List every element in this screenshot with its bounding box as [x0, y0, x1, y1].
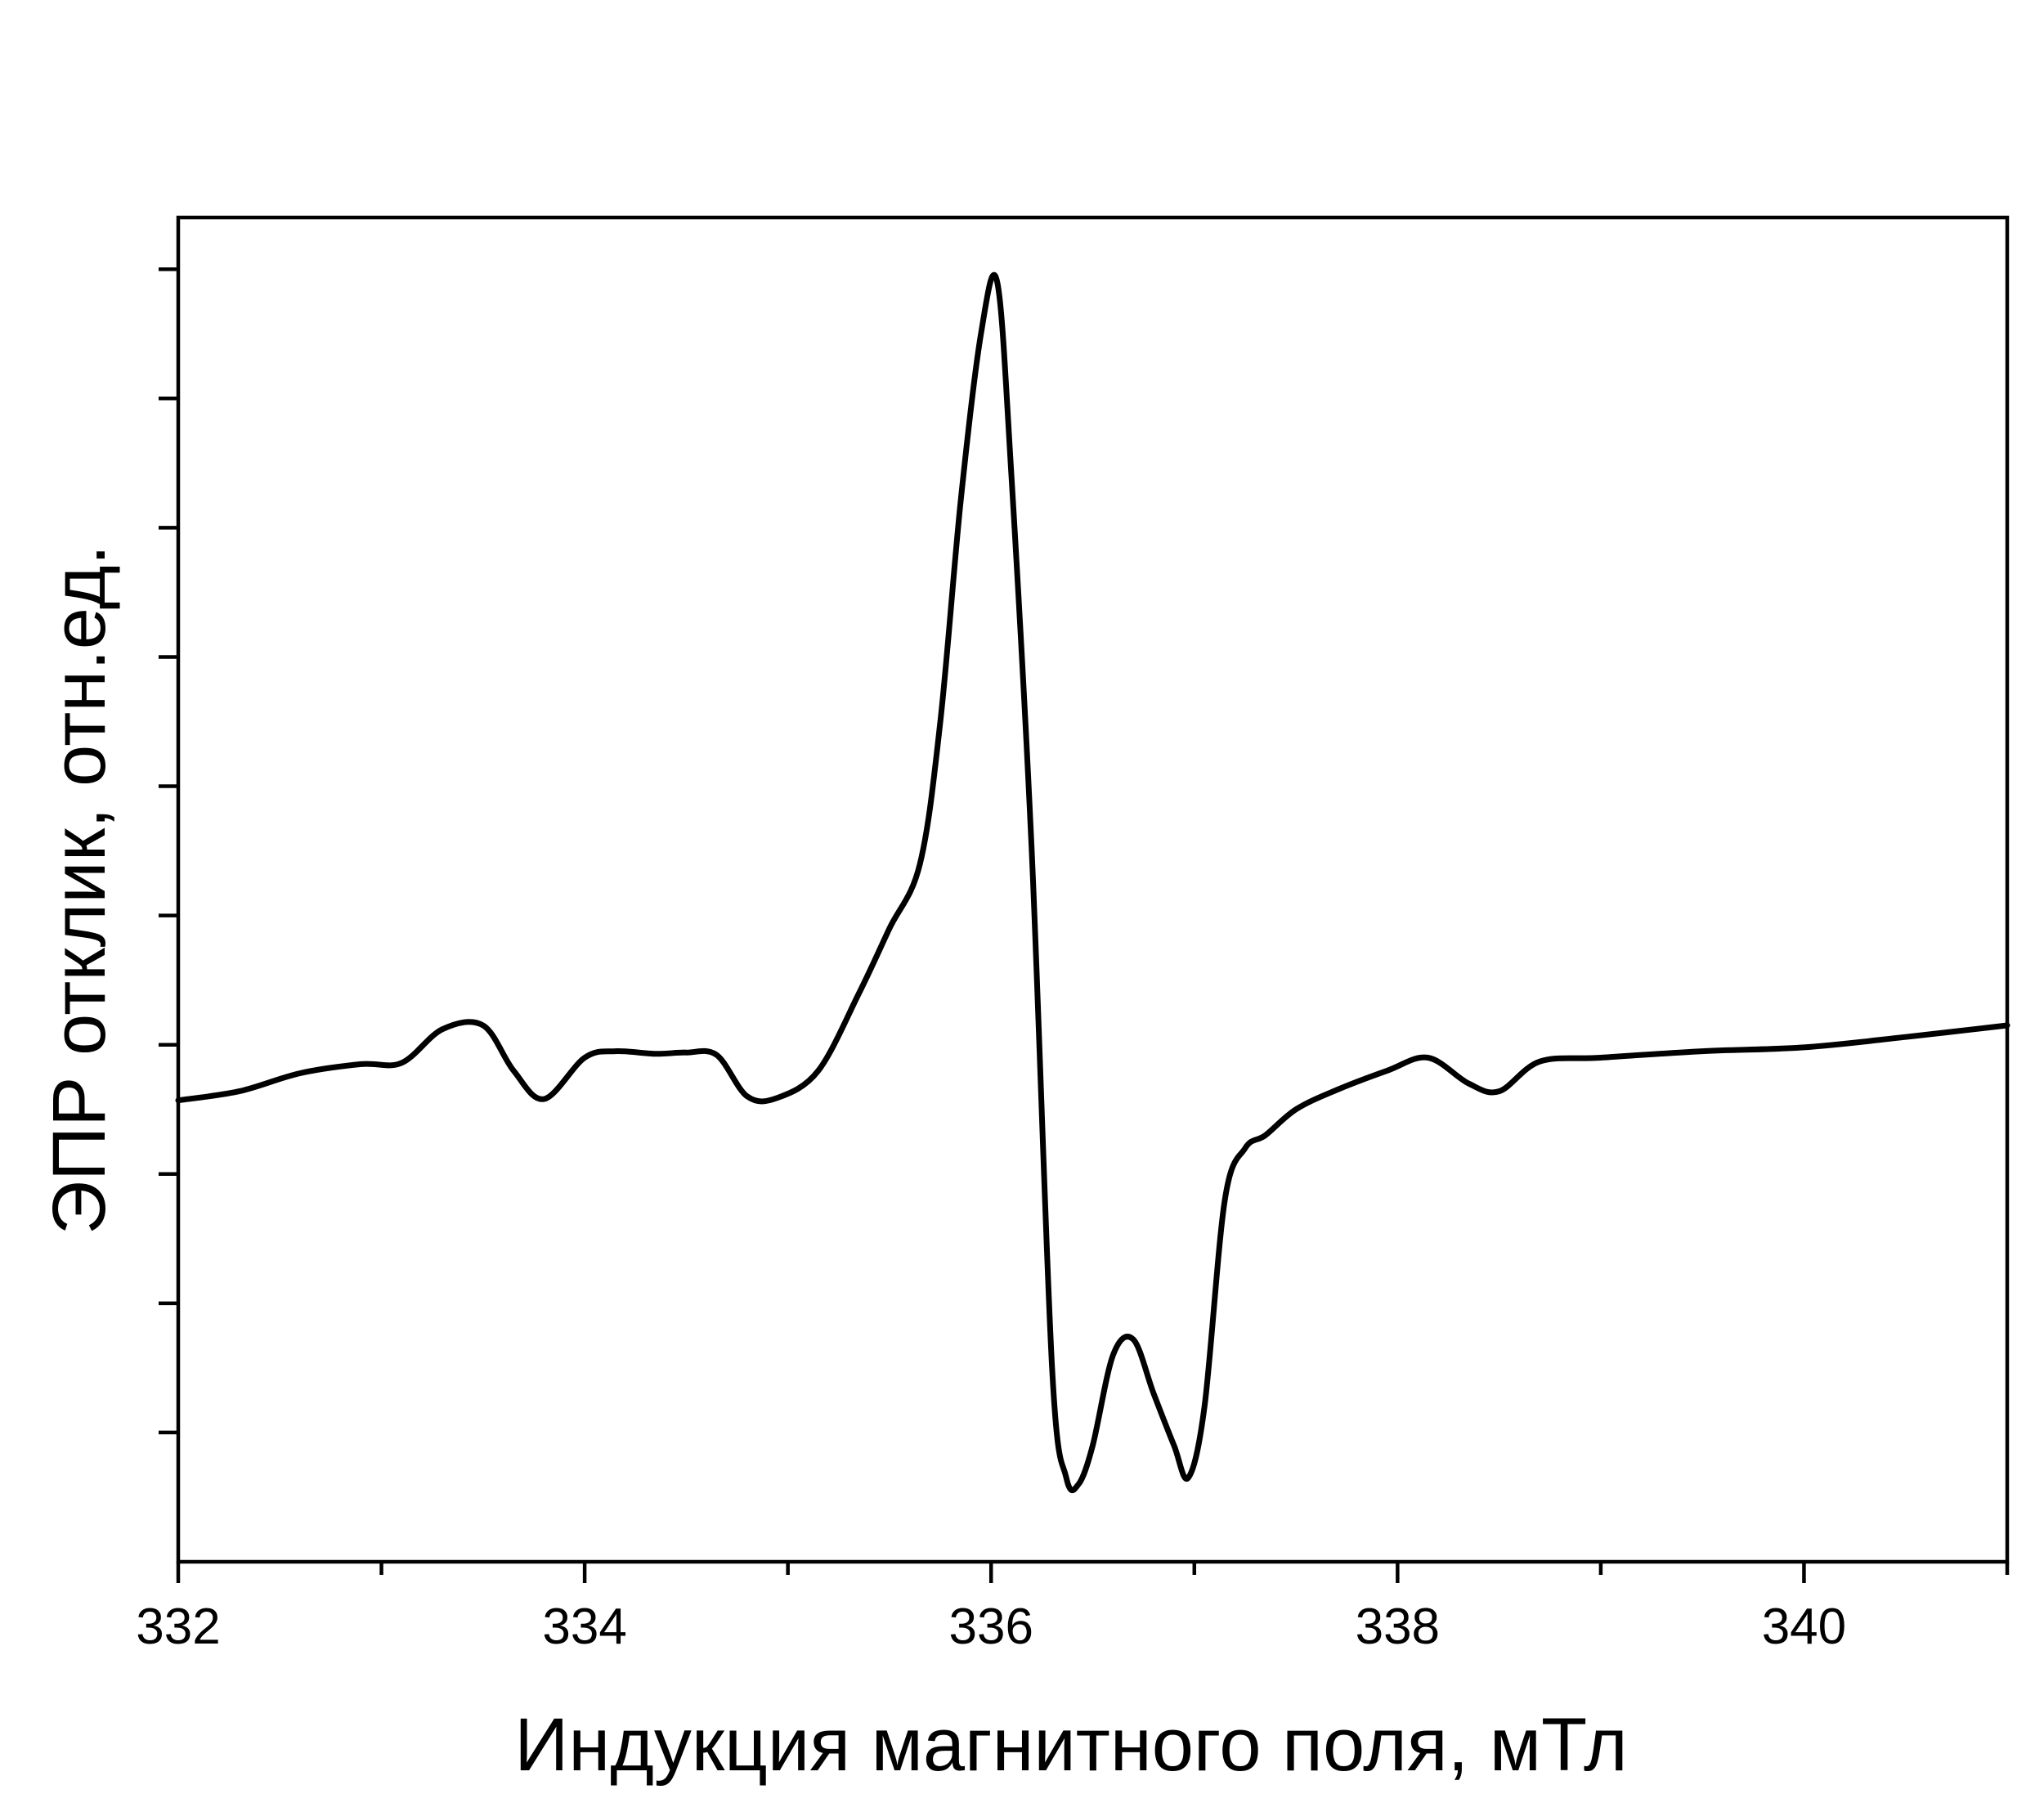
x-tick-label: 338	[1356, 1599, 1440, 1655]
tick-labels-group: 332 334 336 338 340	[136, 1599, 1846, 1655]
y-axis-label: ЭПР отклик, отн.ед.	[38, 545, 121, 1235]
x-axis-label: Индукция магнитного поля, мТл	[514, 1703, 1627, 1787]
plot-frame	[176, 215, 2010, 1564]
ticks-group	[159, 267, 2010, 1583]
x-tick-label: 334	[542, 1599, 626, 1655]
epr-signal-line	[175, 271, 2010, 1494]
x-tick-label: 336	[948, 1599, 1033, 1655]
x-tick-label: 332	[136, 1599, 220, 1655]
x-tick-label: 340	[1762, 1599, 1846, 1655]
